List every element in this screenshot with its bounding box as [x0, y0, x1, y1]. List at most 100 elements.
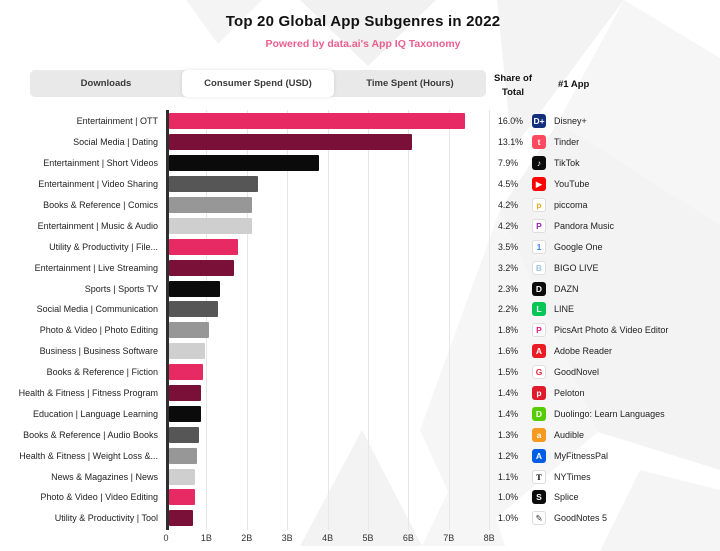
- app-name: GoodNotes 5: [554, 513, 608, 524]
- share-value: 16.0%: [498, 116, 523, 127]
- bar-zone: [166, 385, 490, 402]
- subgenre-label: Entertainment | OTT: [76, 116, 158, 127]
- bar-zone: [166, 322, 490, 339]
- bar-zone: [166, 301, 490, 318]
- goodnovel-icon: G: [532, 365, 546, 380]
- bar-zone: [166, 447, 490, 464]
- subgenre-label: Photo & Video | Photo Editing: [39, 325, 158, 336]
- bar: [169, 197, 253, 213]
- bar-zone: [166, 489, 490, 506]
- tab-time-spent-hours[interactable]: Time Spent (Hours): [366, 78, 454, 89]
- subgenre-label: Photo & Video | Video Editing: [40, 492, 158, 503]
- dazn-icon: D: [532, 281, 546, 296]
- chart-row: Books & Reference | Fiction 1.5% G GoodN…: [0, 362, 720, 383]
- bar: [169, 385, 202, 402]
- subgenre-label: Entertainment | Music & Audio: [37, 220, 158, 231]
- myfitnesspal-icon: A: [532, 448, 546, 463]
- chart-row: Utility & Productivity | Tool 1.0% ✎ Goo…: [0, 508, 720, 529]
- share-value: 3.2%: [498, 262, 519, 273]
- bar: [169, 301, 218, 318]
- google-one-icon: 1: [532, 239, 546, 254]
- subgenre-label: Books & Reference | Audio Books: [23, 429, 158, 440]
- share-value: 4.2%: [498, 200, 519, 210]
- share-of-total-header: Share of Total: [488, 72, 538, 100]
- app-name: Disney+: [554, 116, 587, 127]
- gridline-6b: [408, 110, 410, 530]
- x-tick-label: 6B: [402, 533, 414, 543]
- bar-zone: [166, 197, 490, 213]
- pandora-icon: P: [532, 218, 546, 233]
- app-name: Tinder: [554, 137, 580, 148]
- bar-zone: [166, 217, 490, 234]
- gridline-2b: [246, 110, 248, 530]
- bar: [169, 134, 412, 151]
- tab-consumer-spend-usd[interactable]: Consumer Spend (USD): [182, 70, 334, 97]
- x-tick-label: 0: [163, 533, 169, 543]
- splice-icon: S: [532, 490, 546, 505]
- gridline-5b: [368, 110, 369, 530]
- chart-row: Entertainment | Music & Audio 4.2% P Pan…: [0, 215, 720, 236]
- chart-row: Entertainment | OTT 16.0% D+ Disney+: [0, 111, 720, 132]
- tab-downloads[interactable]: Downloads: [80, 78, 132, 89]
- bar: [169, 468, 196, 485]
- gridline-4b: [327, 110, 329, 530]
- nytimes-icon: T: [532, 469, 546, 484]
- x-tick-label: 7B: [443, 533, 455, 543]
- bar: [169, 405, 202, 422]
- bar: [169, 176, 259, 193]
- app-name: Pandora Music: [554, 220, 615, 231]
- tinder-icon: t: [532, 135, 546, 150]
- metric-tab-bar: Downloads Consumer Spend (USD) Time Spent …: [30, 70, 486, 97]
- share-value: 2.2%: [498, 304, 519, 315]
- bar-chart: Entertainment | OTT 16.0% D+ Disney+ Soc…: [0, 110, 720, 551]
- app-name: BIGO LIVE: [554, 262, 599, 273]
- share-value: 1.4%: [498, 388, 519, 399]
- app-name: GoodNovel: [554, 367, 600, 378]
- bar-zone: [166, 259, 490, 276]
- chart-row: Utility & Productivity | File... 3.5% 1 …: [0, 236, 720, 257]
- gridline-7b: [448, 110, 450, 530]
- bar: [169, 447, 198, 464]
- bar-zone: [166, 343, 490, 360]
- bar: [169, 155, 319, 172]
- app-name: MyFitnessPal: [554, 450, 609, 461]
- subgenre-label: Entertainment | Short Videos: [43, 158, 158, 169]
- chart-row: News & Magazines | News 1.1% T NYTimes: [0, 466, 720, 487]
- chart-row: Education | Language Learning 1.4% D Duo…: [0, 403, 720, 424]
- subgenre-label: Social Media | Communication: [36, 304, 158, 315]
- chart-row: Entertainment | Short Videos 7.9% ♪ TikT…: [0, 153, 720, 174]
- x-tick-label: 2B: [241, 533, 253, 543]
- share-header-text: Share of Total: [493, 73, 532, 98]
- piccoma-icon: p: [532, 198, 546, 212]
- subgenre-label: Books & Reference | Fiction: [46, 367, 158, 378]
- chart-rows: Entertainment | OTT 16.0% D+ Disney+ Soc…: [0, 111, 720, 529]
- bar-zone: [166, 426, 490, 443]
- gridline-1b: [206, 110, 208, 530]
- app-name: DAZN: [554, 283, 579, 294]
- chart-row: Photo & Video | Photo Editing 1.8% P Pic…: [0, 320, 720, 341]
- x-tick-label: 3B: [281, 533, 293, 543]
- gridline-3b: [287, 110, 289, 530]
- share-value: 1.3%: [498, 429, 519, 440]
- bar: [169, 259, 234, 276]
- bar-zone: [166, 364, 490, 381]
- chart-row: Health & Fitness | Fitness Program 1.4% …: [0, 383, 720, 404]
- app-name: Google One: [554, 241, 603, 252]
- chart-gridlines: [166, 110, 491, 530]
- share-value: 1.8%: [498, 325, 519, 336]
- share-value: 1.1%: [498, 471, 519, 482]
- bar: [169, 238, 238, 255]
- bar: [169, 322, 209, 339]
- share-value: 7.9%: [498, 158, 519, 169]
- tiktok-icon: ♪: [532, 156, 546, 171]
- bar-zone: [166, 468, 490, 485]
- subgenre-label: Health & Fitness | Weight Loss &...: [19, 450, 158, 461]
- bar: [169, 280, 220, 297]
- bar-zone: [166, 176, 490, 193]
- subgenre-label: Health & Fitness | Fitness Program: [18, 388, 158, 399]
- app-name: Splice: [554, 492, 579, 503]
- bar: [169, 113, 465, 130]
- app-name: YouTube: [554, 179, 590, 190]
- bar: [169, 510, 194, 527]
